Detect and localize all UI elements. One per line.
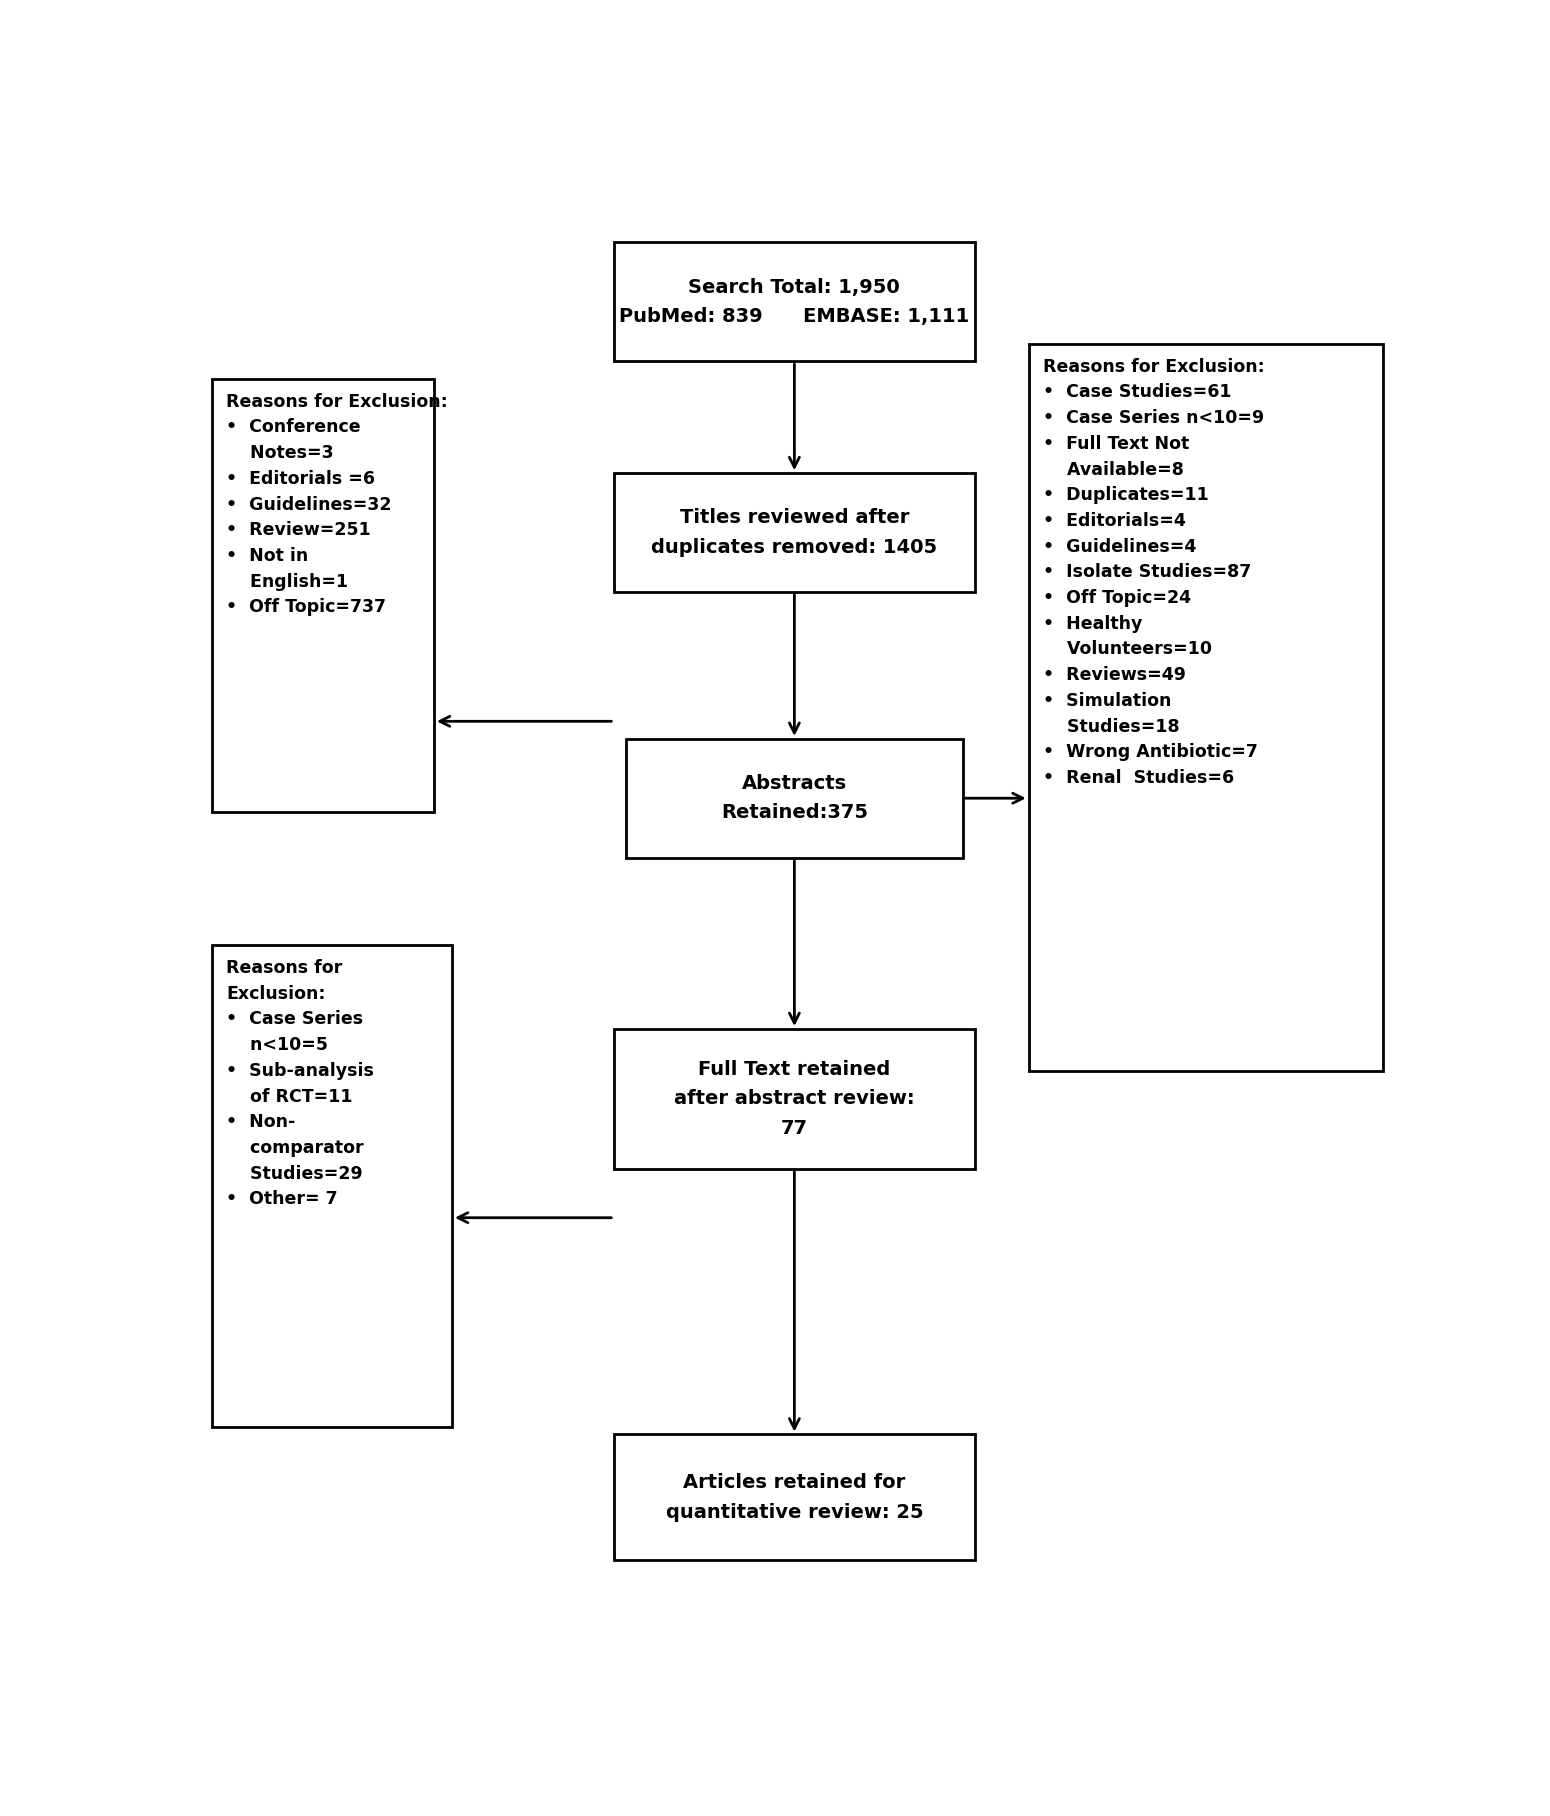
FancyBboxPatch shape — [1029, 343, 1383, 1071]
Text: Full Text retained
after abstract review:
77: Full Text retained after abstract review… — [674, 1061, 914, 1139]
FancyBboxPatch shape — [614, 1435, 975, 1560]
Text: Reasons for
Exclusion:
•  Case Series
    n<10=5
•  Sub-analysis
    of RCT=11
•: Reasons for Exclusion: • Case Series n<1… — [226, 959, 374, 1208]
Text: Reasons for Exclusion:
•  Conference
    Notes=3
•  Editorials =6
•  Guidelines=: Reasons for Exclusion: • Conference Note… — [226, 392, 448, 616]
FancyBboxPatch shape — [212, 944, 453, 1427]
FancyBboxPatch shape — [614, 474, 975, 592]
Text: Articles retained for
quantitative review: 25: Articles retained for quantitative revie… — [665, 1473, 924, 1522]
FancyBboxPatch shape — [614, 1030, 975, 1170]
FancyBboxPatch shape — [626, 739, 963, 857]
Text: Reasons for Exclusion:
•  Case Studies=61
•  Case Series n<10=9
•  Full Text Not: Reasons for Exclusion: • Case Studies=61… — [1043, 358, 1265, 786]
Text: Search Total: 1,950
PubMed: 839      EMBASE: 1,111: Search Total: 1,950 PubMed: 839 EMBASE: … — [620, 278, 969, 327]
FancyBboxPatch shape — [212, 380, 434, 812]
Text: Titles reviewed after
duplicates removed: 1405: Titles reviewed after duplicates removed… — [651, 508, 938, 558]
FancyBboxPatch shape — [614, 242, 975, 361]
Text: Abstracts
Retained:375: Abstracts Retained:375 — [721, 774, 868, 823]
